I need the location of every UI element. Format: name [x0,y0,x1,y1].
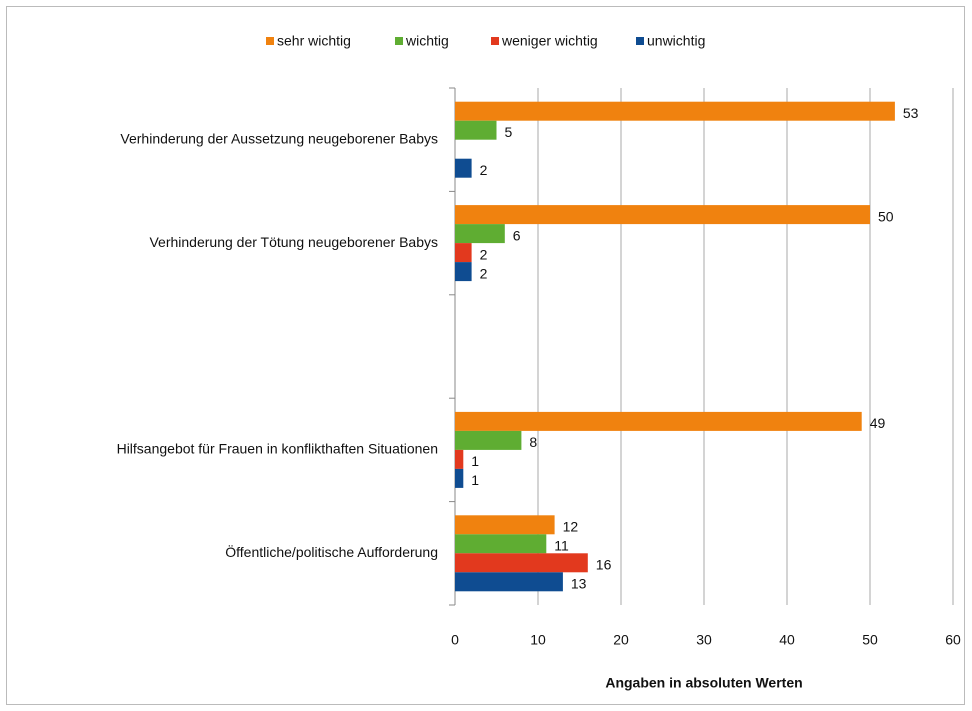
bar [455,243,472,263]
data-label: 2 [480,265,488,281]
data-label: 5 [505,124,513,140]
legend-swatch [395,37,403,45]
data-label: 13 [571,576,587,592]
y-tick-label: Öffentliche/politische Aufforderung [225,543,438,560]
legend-swatch [491,37,499,45]
x-axis-title: Angaben in absoluten Werten [605,675,802,691]
data-label: 2 [480,162,488,178]
x-tick-label: 40 [779,632,795,648]
data-label: 50 [878,208,894,224]
bar [455,534,547,554]
data-label: 12 [563,519,579,535]
bar [455,224,505,244]
x-tick-label: 20 [613,632,629,648]
data-label: 11 [554,538,569,554]
y-tick-label: Verhinderung der Tötung neugeborener Bab… [149,234,438,250]
legend-label: weniger wichtig [501,33,598,49]
data-label: 6 [513,227,521,243]
data-label: 53 [903,105,919,121]
data-label: 16 [596,557,612,573]
bar [455,262,472,282]
bar [455,430,522,450]
data-label: 1 [471,472,479,488]
bar [455,120,497,140]
x-tick-label: 30 [696,632,712,648]
x-tick-label: 0 [451,632,459,648]
y-tick-label: Verhinderung der Aussetzung neugeborener… [120,130,438,146]
bar [455,158,472,178]
bar [455,468,464,488]
x-tick-label: 60 [945,632,961,648]
legend-swatch [266,37,274,45]
bar [455,101,895,121]
legend-label: sehr wichtig [277,33,351,49]
x-tick-label: 50 [862,632,878,648]
bar [455,411,862,431]
bar [455,205,870,225]
legend-swatch [636,37,644,45]
bar [455,572,563,592]
data-label: 2 [480,246,488,262]
legend-label: wichtig [405,33,449,49]
bar [455,449,464,469]
legend-label: unwichtig [647,33,705,49]
data-label: 1 [471,453,479,469]
data-label: 8 [529,434,537,450]
bar [455,553,588,573]
x-tick-label: 10 [530,632,546,648]
data-label: 49 [870,415,886,431]
y-tick-label: Hilfsangebot für Frauen in konflikthafte… [117,441,438,457]
bar [455,515,555,535]
